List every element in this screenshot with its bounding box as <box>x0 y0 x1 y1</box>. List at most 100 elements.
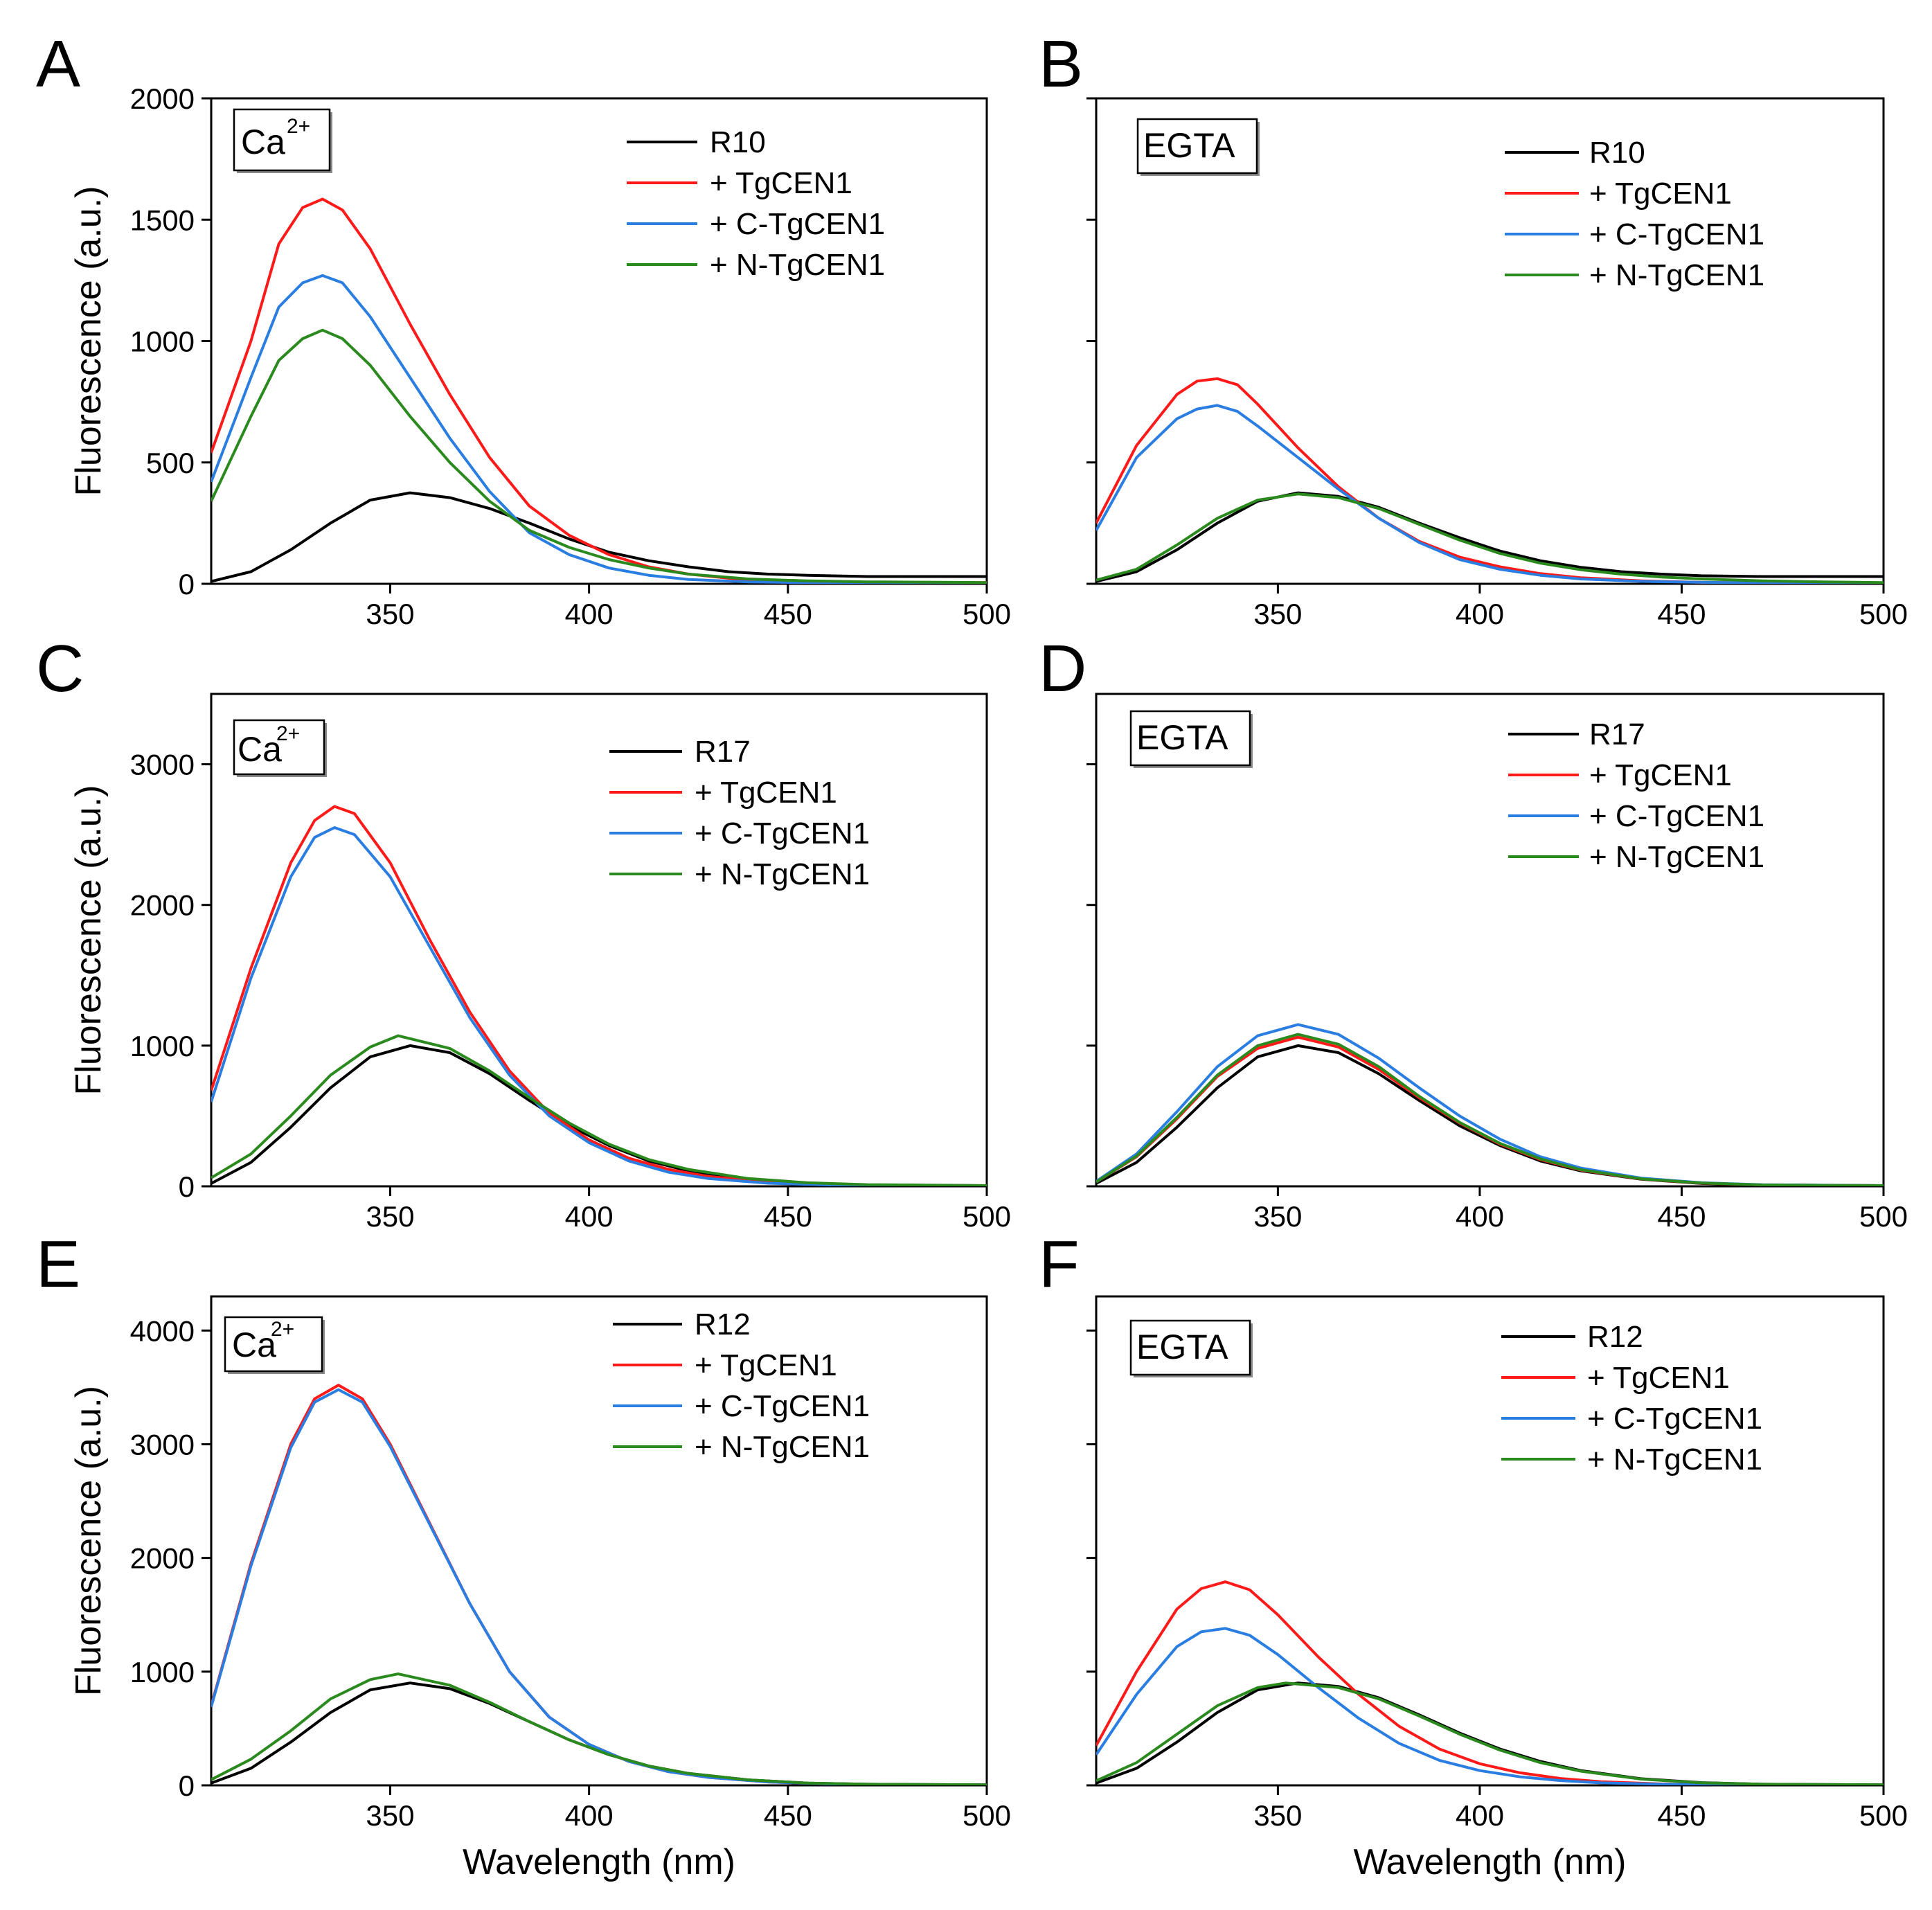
legend-label: + C-TgCEN1 <box>1589 799 1764 833</box>
condition-box <box>1129 1319 1251 1376</box>
panel-F: F 350 400 450 500 Wavelength (nm) EGTA R12 + TgC… <box>1039 1227 1908 1882</box>
legend-label: + TgCEN1 <box>1589 758 1732 792</box>
x-tick-label: 450 <box>764 598 812 630</box>
y-tick-label: 2000 <box>130 1542 195 1575</box>
panel-letter: A <box>36 27 80 101</box>
condition-box <box>233 719 325 776</box>
y-tick-label: 0 <box>179 568 195 600</box>
x-axis-title: Wavelength (nm) <box>1354 1842 1627 1882</box>
legend: R10 + TgCEN1 + C-TgCEN1 + N-TgCEN1 <box>1505 136 1764 292</box>
series-line-c-tgcen1 <box>211 274 987 584</box>
x-tick-label: 350 <box>1253 598 1302 630</box>
legend-label: + TgCEN1 <box>1589 177 1732 211</box>
legend-label: + C-TgCEN1 <box>695 816 870 850</box>
series-line-c-tgcen1 <box>1096 1627 1884 1785</box>
series-line-n-tgcen1 <box>1096 1681 1884 1785</box>
y-tick-label: 3000 <box>130 749 195 781</box>
condition-box <box>1129 710 1251 767</box>
series-line-n-tgcen1 <box>211 328 987 584</box>
plot-frame <box>1095 1295 1885 1787</box>
legend-label: + N-TgCEN1 <box>695 857 870 891</box>
x-tick-label: 450 <box>1657 598 1706 630</box>
panel-E: E 350 400 450 500 0 1000 2000 3000 4000 Fluorescen… <box>36 1227 1011 1882</box>
series-line-c-tgcen1 <box>1096 1023 1884 1186</box>
legend: R10 + TgCEN1 + C-TgCEN1 + N-TgCEN1 <box>627 125 885 282</box>
y-tick-label: 500 <box>146 447 195 479</box>
x-tick-label: 350 <box>1253 1200 1302 1233</box>
legend-label: + C-TgCEN1 <box>695 1389 870 1423</box>
series-line-c-tgcen1 <box>1096 404 1884 584</box>
legend-label: + C-TgCEN1 <box>1589 217 1764 251</box>
x-tick-label: 400 <box>565 1200 614 1233</box>
x-tick-label: 350 <box>366 1799 414 1832</box>
y-tick-label: 0 <box>179 1170 195 1203</box>
x-tick-label: 350 <box>1253 1799 1302 1832</box>
legend: R12 + TgCEN1 + C-TgCEN1 + N-TgCEN1 <box>1501 1320 1762 1476</box>
legend-label: + N-TgCEN1 <box>1589 258 1764 292</box>
x-tick-label: 500 <box>963 1200 1011 1233</box>
y-tick-label: 1000 <box>130 1656 195 1688</box>
legend-label: + TgCEN1 <box>695 1348 837 1382</box>
y-tick-label: 0 <box>179 1769 195 1802</box>
x-tick-label: 400 <box>1456 598 1504 630</box>
x-tick-label: 400 <box>1456 1799 1504 1832</box>
legend: R17 + TgCEN1 + C-TgCEN1 + N-TgCEN1 <box>609 735 870 891</box>
x-tick-label: 400 <box>565 598 614 630</box>
y-axis-title: Fluorescence (a.u.) <box>69 1386 109 1696</box>
condition-superscript: 2+ <box>276 722 300 745</box>
condition-superscript: 2+ <box>287 115 310 138</box>
panel-letter: B <box>1039 27 1083 101</box>
x-axis-title: Wavelength (nm) <box>463 1842 735 1882</box>
y-tick-label: 2000 <box>130 889 195 922</box>
y-tick-label: 2000 <box>130 82 195 115</box>
x-tick-label: 400 <box>565 1799 614 1832</box>
legend-label: + C-TgCEN1 <box>710 207 885 241</box>
y-axis-title: Fluorescence (a.u.) <box>69 186 109 497</box>
legend-label: + N-TgCEN1 <box>1589 840 1764 874</box>
panel-letter: C <box>36 632 84 706</box>
series-line-r10 <box>1096 491 1884 583</box>
panel-letter: D <box>1039 632 1086 706</box>
x-tick-label: 450 <box>764 1200 812 1233</box>
legend-label: R10 <box>710 125 766 159</box>
series-line-tgcen1 <box>1096 1035 1884 1186</box>
series-line-tgcen1 <box>211 805 987 1186</box>
condition-superscript: 2+ <box>271 1318 294 1341</box>
legend-label: R12 <box>1587 1320 1643 1354</box>
series-line-n-tgcen1 <box>211 1034 987 1186</box>
plot-frame <box>210 693 988 1188</box>
series-line-r17 <box>1096 1044 1884 1186</box>
x-tick-label: 350 <box>366 598 414 630</box>
panel-D: D 350 400 450 500 EGTA R17 + TgCEN1 + C-TgCEN1 + … <box>1039 632 1908 1233</box>
series-line-c-tgcen1 <box>211 1388 987 1785</box>
plot-frame <box>1095 693 1885 1188</box>
condition-label: EGTA <box>1136 1328 1228 1366</box>
x-tick-label: 350 <box>366 1200 414 1233</box>
series-line-tgcen1 <box>1096 1580 1884 1785</box>
series-line-r12 <box>211 1681 987 1785</box>
condition-label: EGTA <box>1143 126 1235 165</box>
series-line-r17 <box>211 1044 987 1186</box>
legend-label: + N-TgCEN1 <box>1587 1443 1762 1476</box>
condition-label: Ca <box>232 1326 276 1364</box>
condition-label: EGTA <box>1136 718 1228 757</box>
y-tick-label: 1500 <box>130 204 195 236</box>
legend-label: R17 <box>695 735 751 769</box>
series-line-n-tgcen1 <box>1096 1033 1884 1186</box>
panel-letter: F <box>1039 1227 1080 1301</box>
panel-B: B 350 400 450 500 EGTA R10 + TgCEN1 + C-TgCEN1 + … <box>1039 27 1908 630</box>
legend: R17 + TgCEN1 + C-TgCEN1 + N-TgCEN1 <box>1508 717 1764 874</box>
series-line-n-tgcen1 <box>211 1672 987 1785</box>
legend: R12 + TgCEN1 + C-TgCEN1 + N-TgCEN1 <box>613 1307 870 1464</box>
condition-box <box>233 108 331 172</box>
condition-box <box>224 1316 323 1373</box>
legend-label: + N-TgCEN1 <box>710 248 885 282</box>
x-tick-label: 450 <box>764 1799 812 1832</box>
series-line-c-tgcen1 <box>211 826 987 1186</box>
condition-label: Ca <box>241 123 285 161</box>
legend-label: R17 <box>1589 717 1645 751</box>
y-tick-label: 1000 <box>130 325 195 358</box>
legend-label: R10 <box>1589 136 1645 170</box>
legend-label: + TgCEN1 <box>710 166 852 200</box>
x-tick-label: 500 <box>963 598 1011 630</box>
